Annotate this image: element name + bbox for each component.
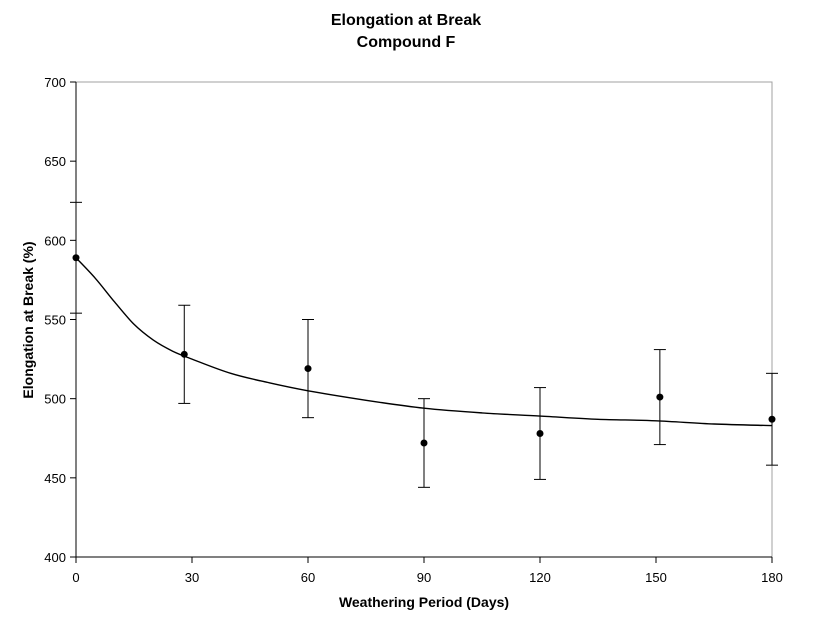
y-tick-label: 400 [44,550,66,565]
data-point [304,365,312,373]
data-point [420,439,428,447]
x-axis-ticks: 0 30 60 90 120 150 180 [72,557,783,585]
y-tick-label: 650 [44,154,66,169]
x-tick-label: 180 [761,570,783,585]
y-tick-label: 500 [44,392,66,407]
data-point [180,350,188,358]
y-tick-label: 550 [44,313,66,328]
y-axis-label: Elongation at Break (%) [20,241,36,398]
chart-subtitle: Compound F [357,34,456,51]
chart-title: Elongation at Break [331,12,481,29]
x-tick-label: 150 [645,570,667,585]
y-tick-label: 450 [44,471,66,486]
x-tick-label: 0 [72,570,79,585]
y-tick-label: 600 [44,233,66,248]
y-axis-ticks: 400 450 500 550 600 650 700 [44,75,76,565]
data-points [72,254,776,447]
data-point [768,415,776,423]
x-axis-label: Weathering Period (Days) [339,594,509,610]
y-tick-label: 700 [44,75,66,90]
x-tick-label: 90 [417,570,431,585]
x-tick-label: 120 [529,570,551,585]
data-point [536,430,544,437]
data-point [72,254,80,262]
x-tick-label: 60 [301,570,315,585]
trend-line [75,257,773,427]
data-point [656,393,664,401]
x-tick-label: 30 [185,570,199,585]
